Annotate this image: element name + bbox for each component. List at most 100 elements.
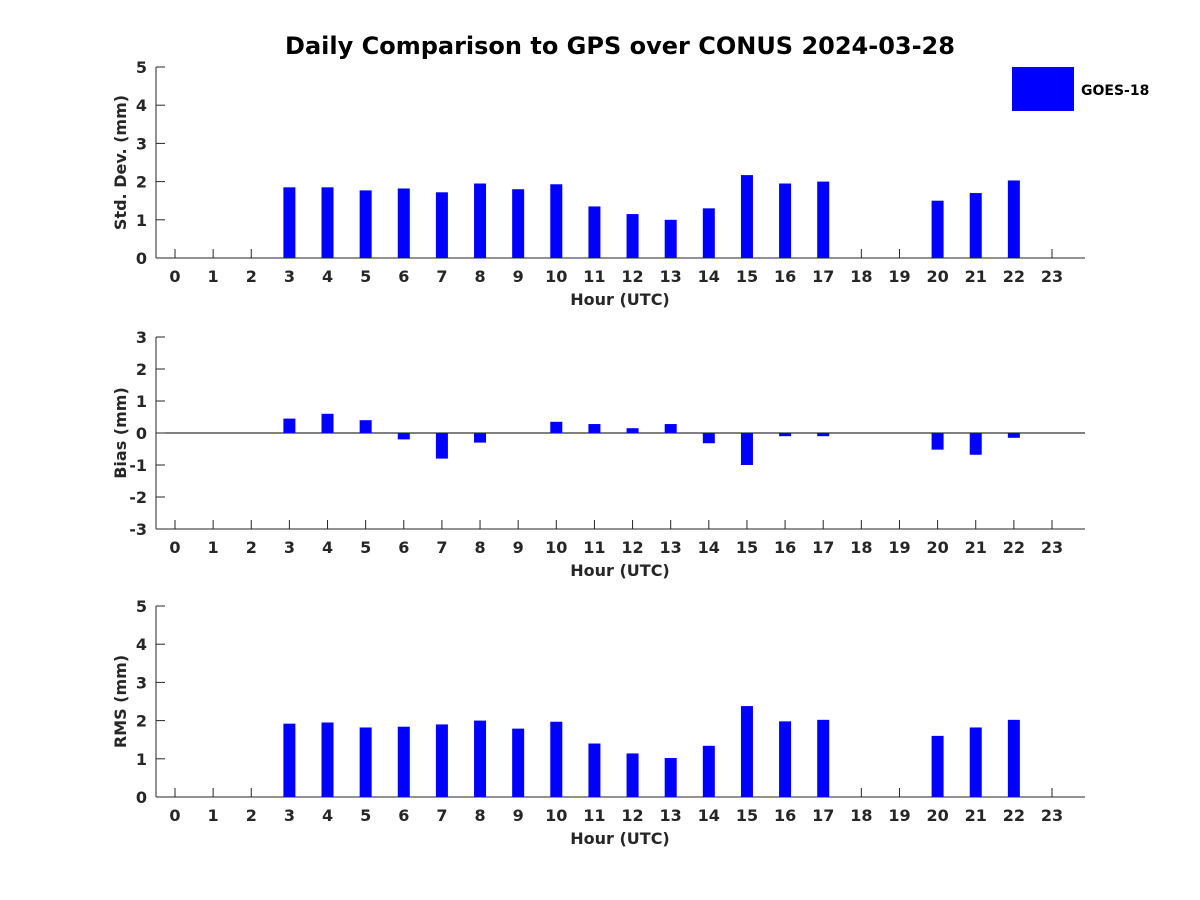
bar-hour-17 xyxy=(817,719,830,797)
bar-hour-16 xyxy=(779,433,792,437)
y-tick-label: -3 xyxy=(129,520,147,539)
x-tick-label: 18 xyxy=(850,538,872,557)
x-tick-label: 13 xyxy=(660,806,682,825)
x-tick-label: 8 xyxy=(474,538,485,557)
x-tick-label: 22 xyxy=(1003,538,1025,557)
y-tick-label: 1 xyxy=(136,211,147,230)
x-tick-label: 7 xyxy=(436,267,447,286)
x-tick-label: 1 xyxy=(208,267,219,286)
bar-hour-3 xyxy=(283,187,296,258)
bar-hour-14 xyxy=(702,745,715,797)
x-tick-label: 1 xyxy=(208,806,219,825)
bar-hour-21 xyxy=(969,727,982,797)
y-tick-label: 2 xyxy=(136,360,147,379)
x-tick-label: 3 xyxy=(284,267,295,286)
x-tick-label: 4 xyxy=(322,538,333,557)
bar-hour-10 xyxy=(550,421,563,433)
x-tick-label: 11 xyxy=(583,806,605,825)
x-tick-label: 14 xyxy=(698,538,720,557)
bar-hour-15 xyxy=(740,433,753,465)
x-tick-label: 9 xyxy=(513,806,524,825)
x-tick-label: 23 xyxy=(1041,538,1063,557)
x-tick-label: 3 xyxy=(284,538,295,557)
bar-hour-6 xyxy=(397,726,410,797)
x-tick-label: 12 xyxy=(621,806,643,825)
y-tick-label: 4 xyxy=(136,635,147,654)
x-tick-label: 10 xyxy=(545,806,567,825)
x-tick-label: 23 xyxy=(1041,267,1063,286)
x-tick-label: 22 xyxy=(1003,267,1025,286)
x-tick-label: 11 xyxy=(583,267,605,286)
y-tick-label: 0 xyxy=(136,424,147,443)
bar-hour-10 xyxy=(550,184,563,258)
x-tick-label: 21 xyxy=(965,267,987,286)
x-tick-label: 14 xyxy=(698,806,720,825)
legend-swatch xyxy=(1012,67,1074,111)
x-tick-label: 12 xyxy=(621,538,643,557)
x-tick-label: 22 xyxy=(1003,806,1025,825)
y-tick-label: 2 xyxy=(136,712,147,731)
y-axis-label: RMS (mm) xyxy=(111,655,130,748)
x-axis-label: Hour (UTC) xyxy=(570,829,670,848)
bar-hour-6 xyxy=(397,433,410,440)
x-tick-label: 20 xyxy=(926,538,948,557)
x-tick-label: 20 xyxy=(926,806,948,825)
x-tick-label: 4 xyxy=(322,806,333,825)
x-tick-label: 18 xyxy=(850,806,872,825)
chart-title: Daily Comparison to GPS over CONUS 2024-… xyxy=(285,32,955,60)
bar-hour-21 xyxy=(969,193,982,258)
y-tick-label: 3 xyxy=(136,328,147,347)
bar-hour-4 xyxy=(321,413,334,433)
x-tick-label: 9 xyxy=(513,267,524,286)
y-tick-label: 1 xyxy=(136,750,147,769)
legend: GOES-18 xyxy=(1012,67,1149,111)
bar-hour-14 xyxy=(702,433,715,444)
bar-hour-12 xyxy=(626,214,639,258)
bar-hour-22 xyxy=(1007,719,1020,797)
x-tick-label: 2 xyxy=(246,806,257,825)
x-tick-label: 18 xyxy=(850,267,872,286)
x-tick-label: 6 xyxy=(398,538,409,557)
bar-hour-7 xyxy=(435,433,448,459)
bar-hour-3 xyxy=(283,723,296,797)
y-tick-label: -2 xyxy=(129,488,147,507)
x-tick-label: 11 xyxy=(583,538,605,557)
bar-hour-12 xyxy=(626,753,639,797)
bar-hour-15 xyxy=(740,706,753,797)
x-tick-label: 15 xyxy=(736,806,758,825)
y-tick-label: 2 xyxy=(136,173,147,192)
bar-hour-5 xyxy=(359,727,372,797)
y-tick-label: 5 xyxy=(136,58,147,77)
x-tick-label: 13 xyxy=(660,538,682,557)
bar-hour-7 xyxy=(435,724,448,797)
bar-hour-6 xyxy=(397,188,410,258)
bar-hour-20 xyxy=(931,200,944,258)
x-tick-label: 2 xyxy=(246,538,257,557)
bar-hour-11 xyxy=(588,206,601,258)
bar-hour-22 xyxy=(1007,180,1020,258)
x-tick-label: 17 xyxy=(812,267,834,286)
bar-hour-10 xyxy=(550,721,563,797)
y-tick-label: 4 xyxy=(136,96,147,115)
y-tick-label: 0 xyxy=(136,249,147,268)
x-tick-label: 1 xyxy=(208,538,219,557)
x-tick-label: 2 xyxy=(246,267,257,286)
bar-hour-15 xyxy=(740,175,753,258)
x-tick-label: 17 xyxy=(812,538,834,557)
y-tick-label: 0 xyxy=(136,788,147,807)
bar-hour-4 xyxy=(321,722,334,797)
x-tick-label: 6 xyxy=(398,267,409,286)
bar-hour-16 xyxy=(779,183,792,258)
x-tick-label: 19 xyxy=(888,267,910,286)
x-tick-label: 12 xyxy=(621,267,643,286)
bar-hour-13 xyxy=(664,219,677,258)
bar-hour-13 xyxy=(664,758,677,797)
x-tick-label: 8 xyxy=(474,806,485,825)
x-tick-label: 5 xyxy=(360,538,371,557)
x-tick-label: 21 xyxy=(965,806,987,825)
bar-hour-7 xyxy=(435,192,448,258)
x-tick-label: 14 xyxy=(698,267,720,286)
